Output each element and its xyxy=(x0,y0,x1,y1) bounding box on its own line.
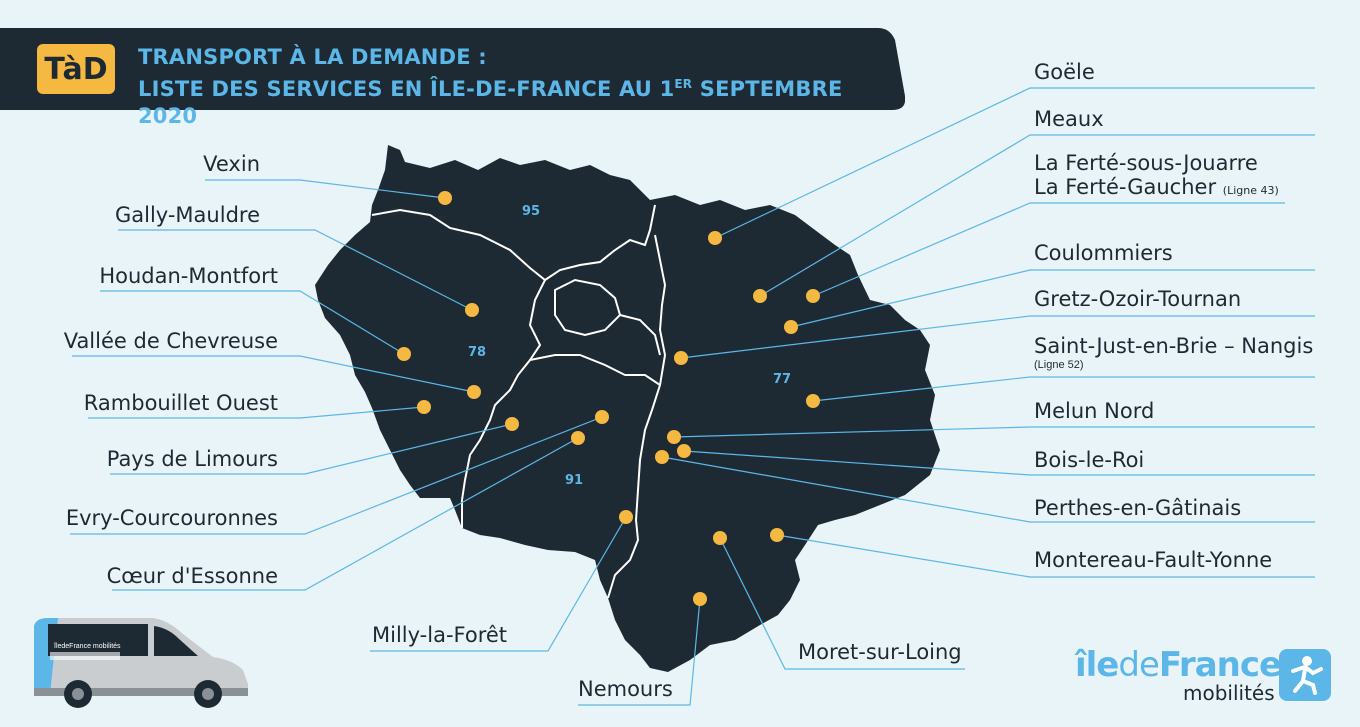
title-line-2-end: SEPTEMBRE 2020 xyxy=(138,77,843,128)
label-vexin: Vexin xyxy=(203,152,260,176)
label-ferte-gaucher-text: La Ferté-Gaucher xyxy=(1034,175,1217,199)
title-line-1: TRANSPORT À LA DEMANDE : xyxy=(138,45,487,69)
label-vallee-chevreuse: Vallée de Chevreuse xyxy=(63,329,278,353)
person-icon xyxy=(1279,649,1331,701)
page-title: TRANSPORT À LA DEMANDE : LISTE DES SERVI… xyxy=(138,44,905,130)
label-gally-mauldre: Gally-Mauldre xyxy=(114,203,260,227)
title-line-2: LISTE DES SERVICES EN ÎLE-DE-FRANCE AU 1… xyxy=(138,71,905,130)
label-ferte-gaucher-note: (Ligne 43) xyxy=(1222,184,1279,197)
label-montereau-fault-yonne: Montereau-Fault-Yonne xyxy=(1034,548,1273,572)
label-melun-nord: Melun Nord xyxy=(1034,399,1155,423)
ile-de-france-mobilites-logo: îledeFrance mobilités xyxy=(1075,645,1335,705)
label-evry-courcouronnes: Evry-Courcouronnes xyxy=(65,506,278,530)
label-perthes-en-gatinais: Perthes-en-Gâtinais xyxy=(1034,496,1242,520)
label-ferte-sous-jouarre: La Ferté-sous-Jouarre xyxy=(1034,151,1258,175)
label-goele: Goële xyxy=(1034,60,1095,84)
label-milly-la-foret: Milly-la-Forêt xyxy=(372,623,508,647)
label-saint-just-note: (Ligne 52) xyxy=(1034,359,1084,371)
department-95: 95 xyxy=(522,204,541,219)
logo-wordmark: îledeFrance xyxy=(1075,645,1282,685)
banner-background xyxy=(0,28,905,110)
label-gretz-ozoir-tournan: Gretz-Ozoir-Tournan xyxy=(1034,287,1242,311)
label-nemours: Nemours xyxy=(578,677,673,701)
logo-de: de xyxy=(1118,645,1159,685)
label-coulommiers: Coulommiers xyxy=(1034,241,1173,265)
label-bois-le-roi: Bois-le-Roi xyxy=(1034,448,1145,472)
label-houdan-montfort: Houdan-Montfort xyxy=(99,264,278,288)
tad-badge: TàD xyxy=(37,44,115,94)
label-rambouillet-ouest: Rambouillet Ouest xyxy=(83,391,278,415)
label-meaux: Meaux xyxy=(1034,107,1104,131)
ile-de-france-outline xyxy=(315,145,940,672)
department-78: 78 xyxy=(468,345,487,360)
department-91: 91 xyxy=(565,473,584,488)
title-superscript: ER xyxy=(674,77,693,91)
logo-ile: île xyxy=(1075,645,1119,685)
logo-france: France xyxy=(1158,645,1282,685)
minibus-illustration xyxy=(34,618,248,708)
department-77: 77 xyxy=(773,372,792,387)
service-markers xyxy=(397,191,820,606)
label-coeur-essonne: Cœur d'Essonne xyxy=(106,564,278,588)
title-line-2-text: LISTE DES SERVICES EN ÎLE-DE-FRANCE AU 1 xyxy=(138,77,675,101)
label-moret-sur-loing: Moret-sur-Loing xyxy=(798,640,962,664)
department-boundaries xyxy=(371,204,667,599)
label-ferte-gaucher: La Ferté-Gaucher (Ligne 43) xyxy=(1034,175,1279,199)
header-banner: TàD TRANSPORT À LA DEMANDE : LISTE DES S… xyxy=(0,28,905,128)
bus-livery-text: îledeFrance mobilités xyxy=(54,643,121,650)
logo-subtitle: mobilités xyxy=(1183,681,1275,705)
label-saint-just-nangis: Saint-Just-en-Brie – Nangis xyxy=(1034,334,1314,358)
label-pays-de-limours: Pays de Limours xyxy=(106,447,278,471)
